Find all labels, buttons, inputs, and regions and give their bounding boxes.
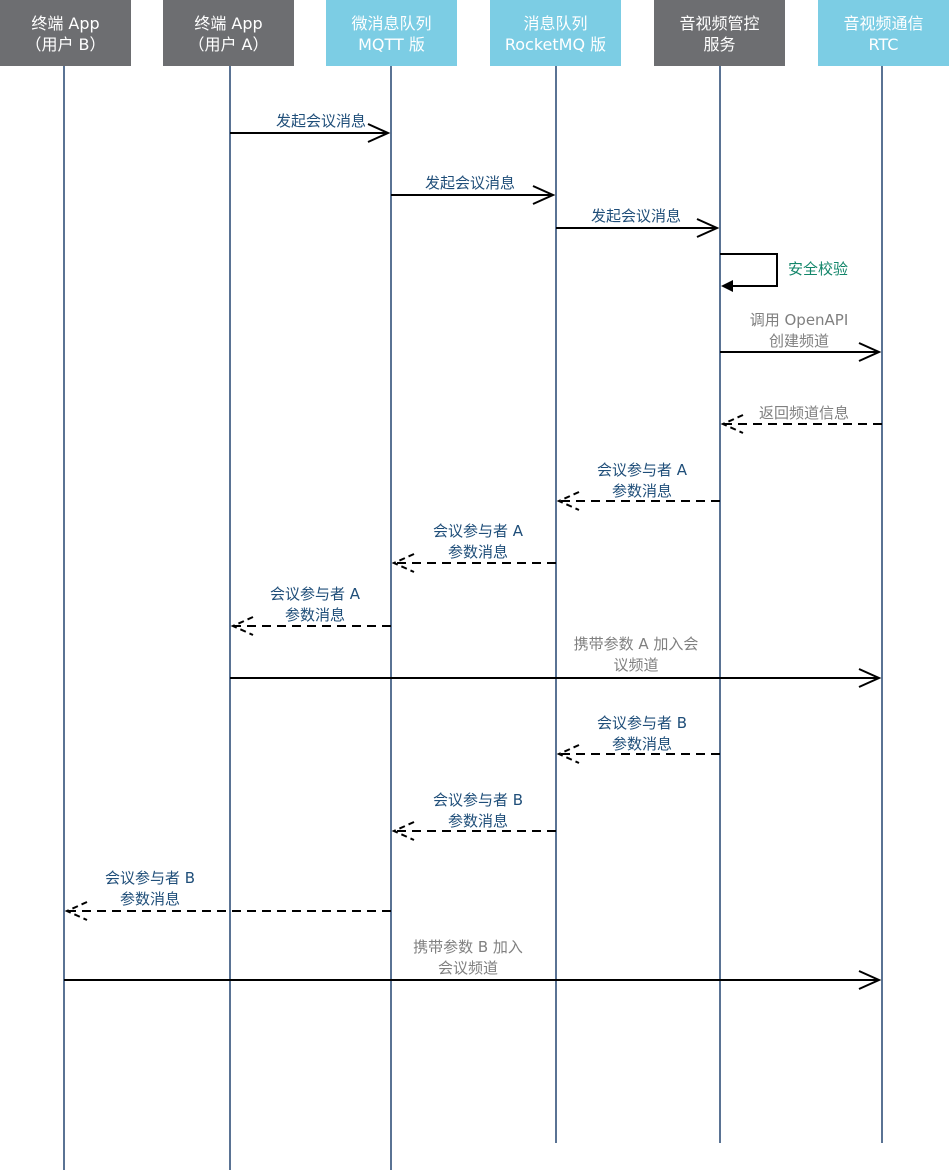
message-label: 创建频道 <box>769 332 829 350</box>
message-11: 会议参与者 B 参数消息 <box>556 714 720 764</box>
participant-rocketmq: 消息队列 RocketMQ 版 <box>490 0 621 66</box>
message-label: 调用 OpenAPI <box>750 311 849 329</box>
participant-box <box>163 0 294 66</box>
message-line <box>720 253 778 287</box>
arrow-head <box>64 901 88 921</box>
participant-box <box>490 0 621 66</box>
message-label: 会议参与者 B <box>105 869 195 887</box>
message-label: 安全校验 <box>788 260 848 278</box>
participant-label: RTC <box>869 35 899 54</box>
message-label: 参数消息 <box>612 735 672 753</box>
message-4: 安全校验 <box>720 253 848 292</box>
arrow-head <box>556 744 580 764</box>
arrow-head <box>858 668 882 688</box>
participant-label: 微消息队列 <box>351 14 431 33</box>
participant-box <box>654 0 785 66</box>
arrow-head <box>391 821 415 841</box>
message-label: 参数消息 <box>448 812 508 830</box>
participant-app-a: 终端 App （用户 A） <box>163 0 294 66</box>
message-label: 发起会议消息 <box>425 174 515 192</box>
message-1: 发起会议消息 <box>230 112 391 143</box>
participant-label: MQTT 版 <box>358 35 425 54</box>
message-label: 会议参与者 B <box>433 791 523 809</box>
message-label: 发起会议消息 <box>276 112 366 130</box>
participant-mqtt: 微消息队列 MQTT 版 <box>326 0 457 66</box>
message-label: 发起会议消息 <box>591 207 681 225</box>
arrow-head <box>391 553 415 573</box>
arrow-head <box>696 218 720 238</box>
participant-label: 终端 App <box>194 14 262 33</box>
message-7: 会议参与者 A 参数消息 <box>556 461 720 511</box>
arrow-head <box>556 491 580 511</box>
message-label: 参数消息 <box>448 543 508 561</box>
participant-label: （用户 B） <box>25 35 105 54</box>
message-label: 会议参与者 B <box>597 714 687 732</box>
message-9: 会议参与者 A 参数消息 <box>230 585 391 636</box>
message-label: 携带参数 B 加入 <box>413 938 523 956</box>
message-label: 议频道 <box>613 656 658 674</box>
participant-label: 终端 App <box>31 14 99 33</box>
message-label: 会议频道 <box>438 959 498 977</box>
participant-label: 音视频管控 <box>679 14 759 33</box>
message-6: 返回频道信息 <box>720 404 882 434</box>
message-label: 会议参与者 A <box>270 585 361 603</box>
participant-box <box>818 0 949 66</box>
participant-label: RocketMQ 版 <box>505 35 606 54</box>
participant-label: 音视频通信 <box>843 14 923 33</box>
arrow-head <box>720 414 744 434</box>
message-3: 发起会议消息 <box>556 207 720 238</box>
arrow-head <box>367 123 391 143</box>
message-label: 携带参数 A 加入会 <box>574 635 699 653</box>
message-label: 会议参与者 A <box>433 522 524 540</box>
participant-box <box>326 0 457 66</box>
participant-rtc: 音视频通信 RTC <box>818 0 949 66</box>
message-label: 返回频道信息 <box>759 404 849 422</box>
participant-label: 服务 <box>703 35 735 54</box>
arrow-head <box>858 342 882 362</box>
message-label: 参数消息 <box>120 890 180 908</box>
message-5: 调用 OpenAPI 创建频道 <box>720 311 882 362</box>
participant-label: （用户 A） <box>188 35 268 54</box>
message-13: 会议参与者 B 参数消息 <box>64 869 391 921</box>
participant-label: 消息队列 <box>523 14 587 33</box>
message-label: 会议参与者 A <box>597 461 688 479</box>
lifelines <box>63 66 883 1170</box>
message-8: 会议参与者 A 参数消息 <box>391 522 556 573</box>
arrow-head <box>858 970 882 990</box>
message-12: 会议参与者 B 参数消息 <box>391 791 556 841</box>
arrow-head <box>230 616 254 636</box>
participant-headers: 终端 App （用户 B） 终端 App （用户 A） 微消息队列 MQTT 版 消息队列 R… <box>0 0 949 66</box>
message-label: 参数消息 <box>285 606 345 624</box>
arrow-head <box>532 185 556 205</box>
arrow-head <box>721 280 733 292</box>
message-label: 参数消息 <box>612 482 672 500</box>
message-2: 发起会议消息 <box>391 174 556 205</box>
participant-box <box>0 0 131 66</box>
participant-app-b: 终端 App （用户 B） <box>0 0 131 66</box>
